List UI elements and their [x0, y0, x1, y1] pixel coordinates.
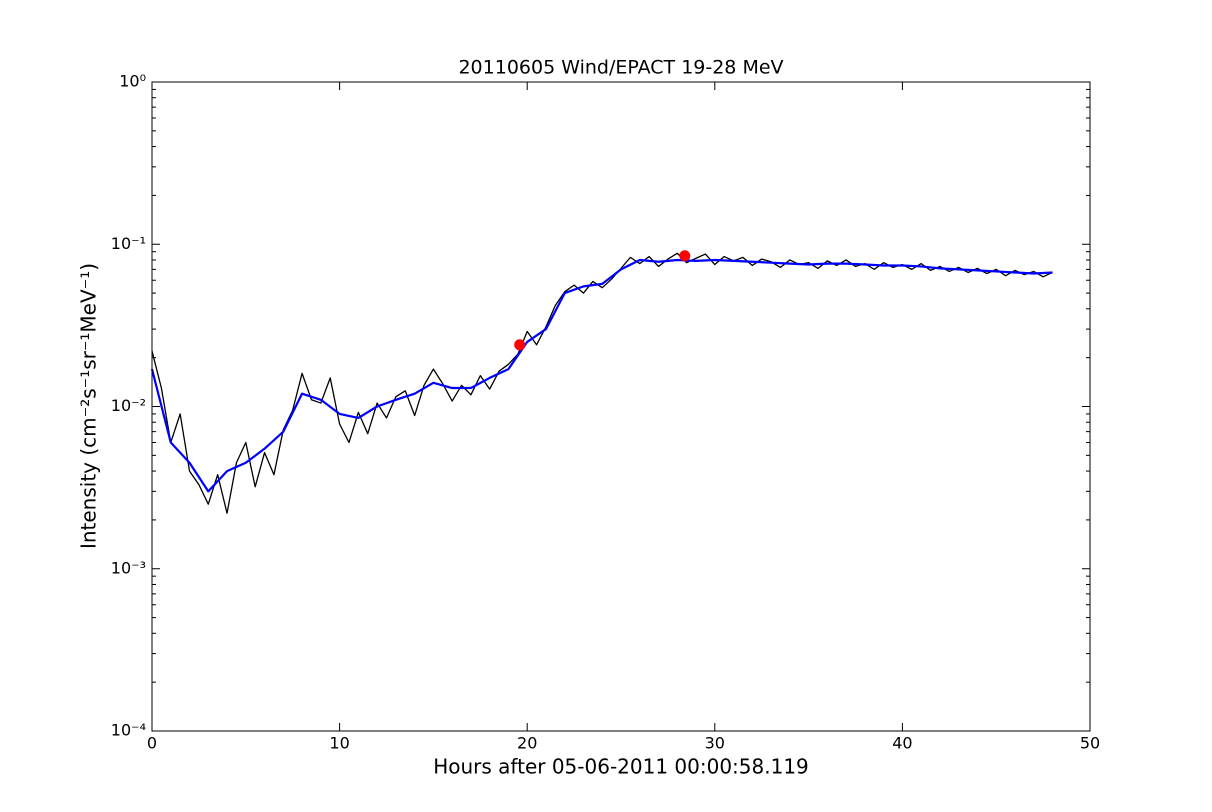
x-tick-label: 0: [147, 734, 157, 753]
x-tick-label: 10: [329, 734, 349, 753]
x-tick-label: 40: [892, 734, 912, 753]
y-tick-label: 10⁻²: [111, 396, 146, 415]
y-tick-label: 10⁰: [119, 72, 146, 91]
marker: [679, 250, 691, 262]
line: [150, 258, 1053, 493]
x-tick-label: 50: [1080, 734, 1100, 753]
x-axis-label: Hours after 05-06-2011 00:00:58.119: [433, 755, 809, 779]
y-axis-label: Intensity (cm⁻²s⁻¹sr⁻¹MeV⁻¹): [77, 263, 101, 549]
y-tick-label: 10⁻⁴: [111, 721, 146, 740]
chart-title: 20110605 Wind/EPACT 19-28 MeV: [458, 57, 783, 79]
x-tick-label: 30: [705, 734, 725, 753]
y-tick-label: 10⁻³: [111, 558, 146, 577]
x-tick-label: 20: [517, 734, 537, 753]
y-tick-label: 10⁻¹: [111, 234, 146, 253]
marker: [514, 339, 526, 351]
